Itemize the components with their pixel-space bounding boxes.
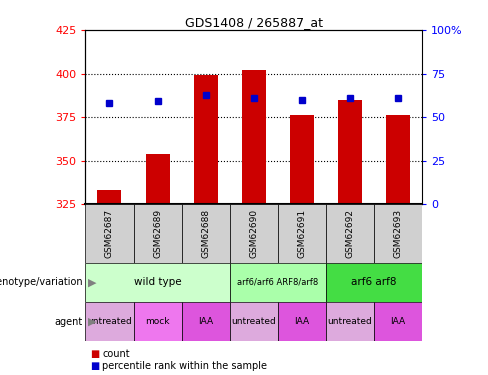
- Bar: [386, 116, 410, 204]
- Bar: [85, 262, 230, 302]
- Text: GSM62693: GSM62693: [393, 209, 403, 258]
- Bar: [194, 75, 218, 204]
- Bar: [326, 262, 422, 302]
- Text: ■: ■: [91, 362, 100, 371]
- Bar: [182, 302, 230, 341]
- Bar: [326, 302, 374, 341]
- Text: genotype/variation: genotype/variation: [0, 277, 83, 287]
- Bar: [374, 204, 422, 262]
- Bar: [326, 204, 374, 262]
- Bar: [145, 154, 170, 204]
- Bar: [278, 204, 326, 262]
- Bar: [85, 302, 134, 341]
- Text: percentile rank within the sample: percentile rank within the sample: [102, 362, 267, 371]
- Text: ▶: ▶: [88, 316, 96, 327]
- Text: mock: mock: [145, 317, 170, 326]
- Bar: [230, 204, 278, 262]
- Text: untreated: untreated: [327, 317, 372, 326]
- Text: GSM62691: GSM62691: [297, 209, 306, 258]
- Bar: [242, 70, 266, 204]
- Text: GSM62687: GSM62687: [105, 209, 114, 258]
- Bar: [338, 100, 362, 204]
- Text: count: count: [102, 350, 130, 359]
- Text: GSM62690: GSM62690: [249, 209, 258, 258]
- Text: ■: ■: [91, 350, 100, 359]
- Text: arf6/arf6 ARF8/arf8: arf6/arf6 ARF8/arf8: [237, 278, 319, 286]
- Text: IAA: IAA: [390, 317, 406, 326]
- Bar: [278, 302, 326, 341]
- Text: GSM62688: GSM62688: [201, 209, 210, 258]
- Text: untreated: untreated: [87, 317, 132, 326]
- Text: IAA: IAA: [198, 317, 213, 326]
- Bar: [182, 204, 230, 262]
- Bar: [230, 262, 326, 302]
- Bar: [290, 116, 314, 204]
- Title: GDS1408 / 265887_at: GDS1408 / 265887_at: [185, 16, 323, 29]
- Bar: [134, 302, 182, 341]
- Text: wild type: wild type: [134, 277, 182, 287]
- Bar: [374, 302, 422, 341]
- Bar: [85, 204, 134, 262]
- Text: arf6 arf8: arf6 arf8: [351, 277, 397, 287]
- Bar: [230, 302, 278, 341]
- Text: untreated: untreated: [231, 317, 276, 326]
- Bar: [98, 190, 122, 204]
- Text: IAA: IAA: [294, 317, 309, 326]
- Text: GSM62692: GSM62692: [346, 209, 354, 258]
- Text: GSM62689: GSM62689: [153, 209, 162, 258]
- Text: ▶: ▶: [88, 277, 96, 287]
- Text: agent: agent: [55, 316, 83, 327]
- Bar: [134, 204, 182, 262]
